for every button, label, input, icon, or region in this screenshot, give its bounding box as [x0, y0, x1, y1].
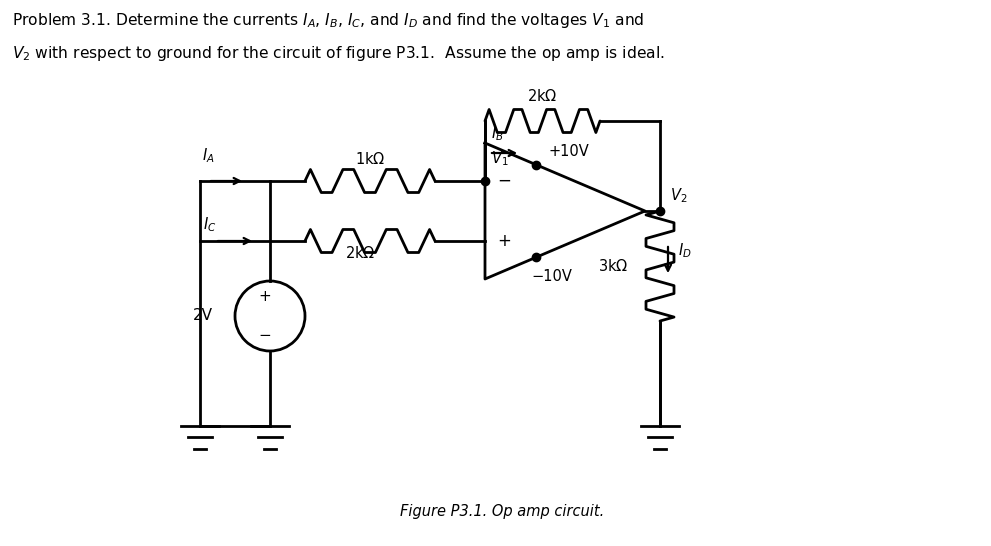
Text: $V_1$: $V_1$: [491, 149, 508, 168]
Text: $I_A$: $I_A$: [202, 146, 215, 165]
Text: 2V: 2V: [193, 308, 213, 323]
Text: −: −: [259, 328, 272, 343]
Text: +: +: [259, 289, 272, 304]
Text: +: +: [497, 232, 511, 250]
Text: 3k$\Omega$: 3k$\Omega$: [598, 258, 628, 274]
Text: 2k$\Omega$: 2k$\Omega$: [345, 245, 376, 261]
Text: $V_2$ with respect to ground for the circuit of figure P3.1.  Assume the op amp : $V_2$ with respect to ground for the cir…: [12, 44, 665, 63]
Text: Problem 3.1. Determine the currents $I_A$, $I_B$, $I_C$, and $I_D$ and find the : Problem 3.1. Determine the currents $I_A…: [12, 11, 644, 30]
Text: $I_D$: $I_D$: [678, 242, 692, 260]
Text: 2k$\Omega$: 2k$\Omega$: [527, 88, 558, 104]
Text: $I_B$: $I_B$: [491, 124, 503, 143]
Text: −: −: [497, 172, 511, 190]
Text: 1k$\Omega$: 1k$\Omega$: [355, 151, 385, 167]
Text: −10V: −10V: [531, 269, 572, 284]
Text: +10V: +10V: [548, 144, 589, 159]
Text: $I_C$: $I_C$: [203, 215, 216, 234]
Text: $V_2$: $V_2$: [670, 186, 688, 205]
Text: Figure P3.1. Op amp circuit.: Figure P3.1. Op amp circuit.: [400, 504, 605, 519]
